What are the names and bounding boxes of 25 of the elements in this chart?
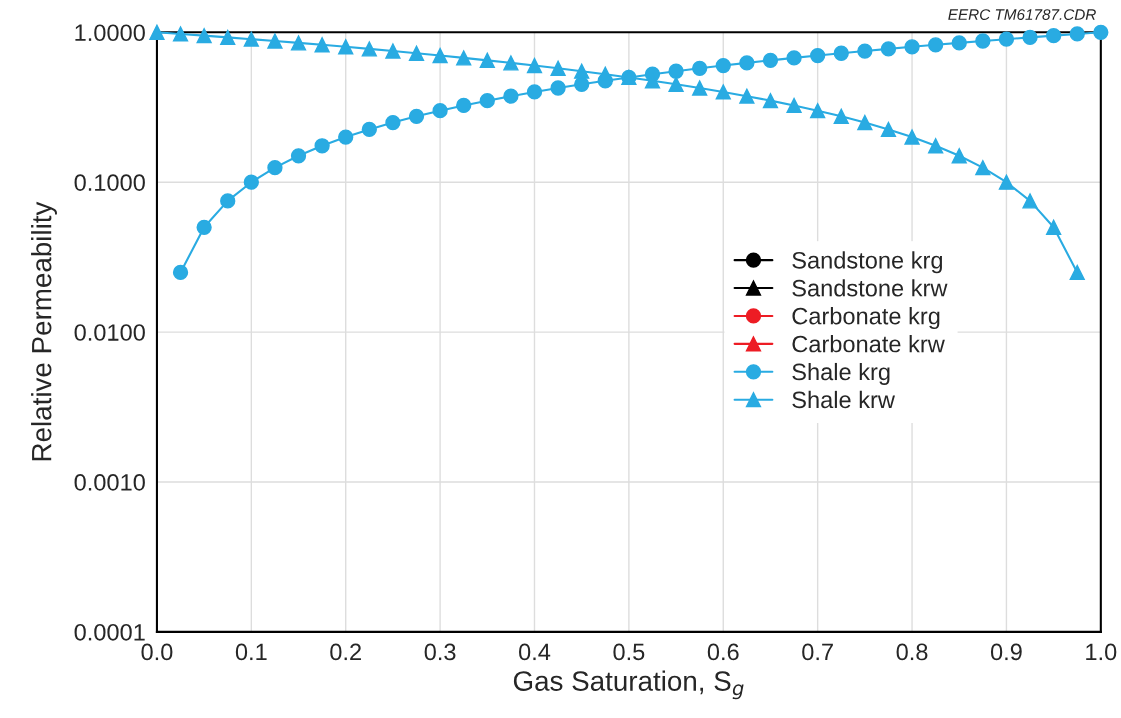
x-tick-label: 0.0 bbox=[141, 643, 173, 661]
x-tick-label: 0.1 bbox=[235, 643, 267, 661]
x-tick-label: 0.2 bbox=[330, 643, 361, 661]
x-tick-label: 0.9 bbox=[990, 643, 1022, 661]
legend-label: Shale krg bbox=[792, 362, 890, 385]
x-tick-label: 0.5 bbox=[613, 643, 645, 661]
y-tick-label: 1.0000 bbox=[75, 24, 145, 42]
y-tick-label: 0.0001 bbox=[74, 623, 145, 641]
x-tick-label: 0.7 bbox=[802, 643, 833, 661]
y-axis-title: Relative Permeability bbox=[31, 201, 57, 461]
y-tick-label: 0.0010 bbox=[74, 474, 145, 491]
x-axis-title: Gas Saturation, S$_{g}$ bbox=[513, 670, 744, 700]
x-tick-label: 1.0 bbox=[1086, 643, 1117, 661]
x-tick-label: 0.6 bbox=[707, 643, 739, 661]
legend-label: Carbonate krg bbox=[792, 307, 940, 330]
legend-label: Carbonate krw bbox=[792, 335, 945, 353]
legend-label: Sandstone krg bbox=[792, 251, 942, 274]
x-tick-label: 0.8 bbox=[896, 643, 928, 661]
text: EERC TM61787.CDR bbox=[948, 9, 1096, 20]
x-tick-label: 0.4 bbox=[519, 643, 551, 661]
y-tick-label: 0.0100 bbox=[74, 324, 145, 341]
x-tick-label: 0.3 bbox=[424, 643, 456, 661]
legend-label: Shale krw bbox=[792, 390, 895, 409]
y-tick-label: 0.1000 bbox=[74, 174, 145, 191]
legend-label: Sandstone krw bbox=[792, 279, 948, 297]
